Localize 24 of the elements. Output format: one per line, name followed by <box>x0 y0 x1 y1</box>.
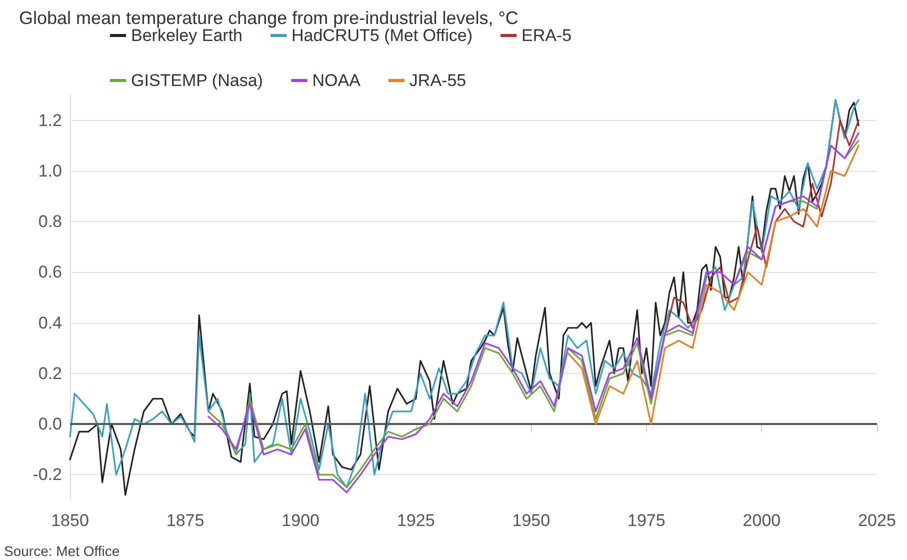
x-tick-label: 1950 <box>512 511 550 530</box>
x-tick-label: 2000 <box>742 511 781 530</box>
x-tick-label: 1875 <box>166 511 204 530</box>
y-tick-label: 0.2 <box>38 364 62 383</box>
legend-label: GISTEMP (Nasa) <box>131 71 263 90</box>
line-series <box>567 144 860 425</box>
y-tick-label: 0.4 <box>38 313 62 332</box>
y-tick-label: -0.2 <box>32 465 62 484</box>
x-tick-label: 2025 <box>858 511 896 530</box>
legend-label: JRA-55 <box>409 71 466 90</box>
y-tick-label: 0.8 <box>38 212 62 232</box>
legend-label: NOAA <box>312 71 362 90</box>
y-tick-label: 1.0 <box>38 161 62 180</box>
y-tick-label: 1.2 <box>38 110 62 130</box>
y-tick-label: 0.6 <box>38 262 62 282</box>
x-tick-label: 1975 <box>628 511 666 530</box>
x-tick-label: 1850 <box>51 511 89 530</box>
source-note: Source: Met Office <box>4 543 120 559</box>
x-tick-label: 1900 <box>282 511 320 530</box>
chart-title: Global mean temperature change from pre-industrial levels, °C <box>19 8 518 28</box>
x-tick-label: 1925 <box>396 511 435 530</box>
line-series <box>664 120 860 336</box>
legend-label: ERA-5 <box>522 26 572 45</box>
y-tick-label: 0.0 <box>38 414 62 434</box>
